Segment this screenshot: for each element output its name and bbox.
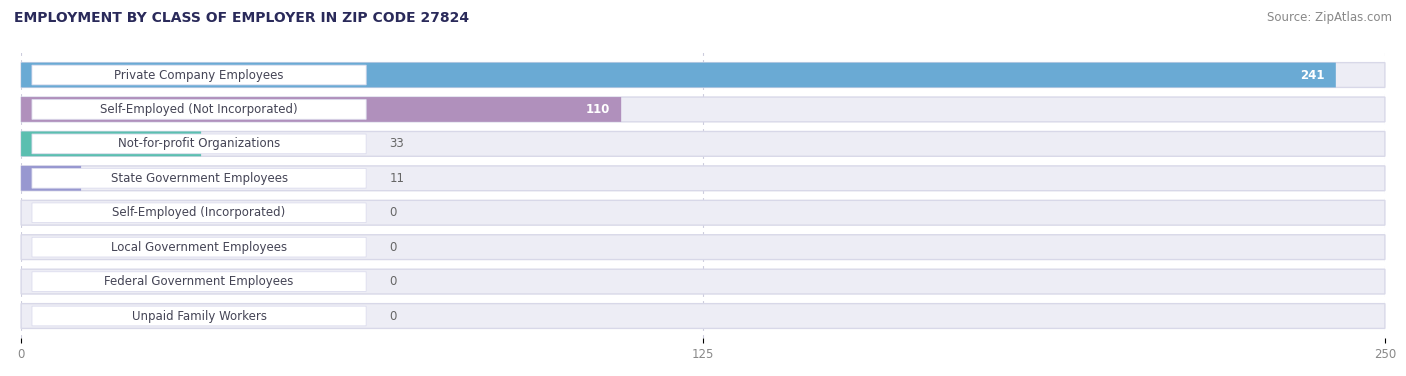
Text: 0: 0 (389, 309, 396, 323)
Text: 0: 0 (389, 275, 396, 288)
FancyBboxPatch shape (32, 306, 366, 326)
Text: Private Company Employees: Private Company Employees (114, 68, 284, 82)
Text: Self-Employed (Not Incorporated): Self-Employed (Not Incorporated) (100, 103, 298, 116)
Text: 11: 11 (389, 172, 405, 185)
Text: Self-Employed (Incorporated): Self-Employed (Incorporated) (112, 206, 285, 219)
FancyBboxPatch shape (21, 132, 1385, 156)
FancyBboxPatch shape (21, 200, 1385, 225)
FancyBboxPatch shape (21, 63, 1385, 87)
Text: 0: 0 (389, 206, 396, 219)
FancyBboxPatch shape (21, 304, 1385, 328)
FancyBboxPatch shape (32, 134, 366, 154)
FancyBboxPatch shape (21, 235, 1385, 259)
Text: Federal Government Employees: Federal Government Employees (104, 275, 294, 288)
FancyBboxPatch shape (21, 166, 82, 191)
Text: Not-for-profit Organizations: Not-for-profit Organizations (118, 137, 280, 150)
Text: Local Government Employees: Local Government Employees (111, 241, 287, 254)
FancyBboxPatch shape (32, 237, 366, 257)
Text: 241: 241 (1301, 68, 1324, 82)
Text: State Government Employees: State Government Employees (111, 172, 288, 185)
FancyBboxPatch shape (32, 100, 366, 119)
FancyBboxPatch shape (21, 269, 1385, 294)
FancyBboxPatch shape (32, 168, 366, 188)
FancyBboxPatch shape (21, 132, 201, 156)
Text: EMPLOYMENT BY CLASS OF EMPLOYER IN ZIP CODE 27824: EMPLOYMENT BY CLASS OF EMPLOYER IN ZIP C… (14, 11, 470, 25)
FancyBboxPatch shape (32, 272, 366, 291)
FancyBboxPatch shape (32, 203, 366, 223)
Text: 110: 110 (586, 103, 610, 116)
FancyBboxPatch shape (32, 65, 366, 85)
Text: Source: ZipAtlas.com: Source: ZipAtlas.com (1267, 11, 1392, 24)
Text: Unpaid Family Workers: Unpaid Family Workers (132, 309, 267, 323)
Text: 0: 0 (389, 241, 396, 254)
FancyBboxPatch shape (21, 97, 621, 122)
FancyBboxPatch shape (21, 97, 1385, 122)
FancyBboxPatch shape (21, 63, 1336, 87)
FancyBboxPatch shape (21, 166, 1385, 191)
Text: 33: 33 (389, 137, 404, 150)
